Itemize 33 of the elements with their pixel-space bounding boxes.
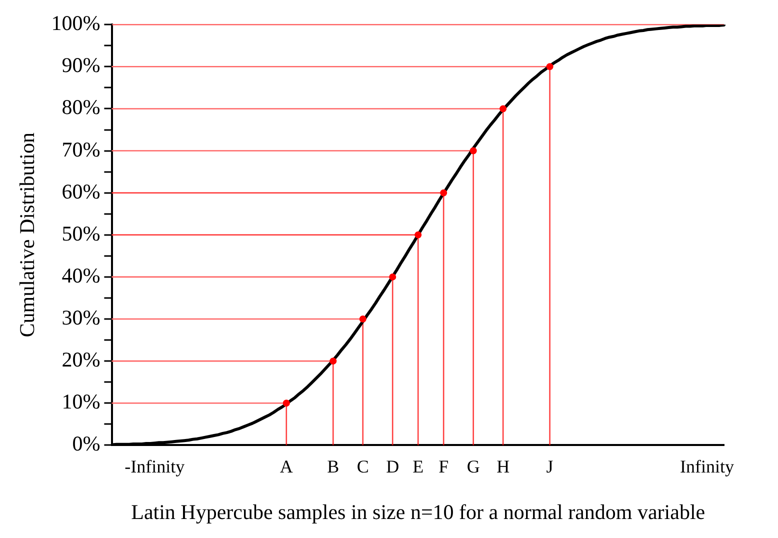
x-tick-label: F	[438, 456, 449, 477]
point	[470, 147, 477, 154]
x-tick-label: A	[280, 456, 293, 477]
y-axis-title: Cumulative Distribution	[15, 132, 40, 338]
x-tick-label: B	[327, 456, 340, 477]
y-tick-label: 90%	[62, 53, 100, 78]
y-tick-label: 10%	[62, 390, 100, 414]
point	[500, 105, 507, 112]
x-tick-label: H	[496, 456, 510, 477]
x-tick-label: E	[412, 456, 424, 477]
y-tick-label: 60%	[62, 179, 100, 204]
y-tick-label: 100%	[51, 11, 100, 36]
y-tick-label: 50%	[62, 221, 100, 246]
point	[546, 63, 554, 70]
x-tick-label: J	[546, 456, 554, 477]
x-tick-label: C	[356, 456, 369, 477]
x-tick-label: D	[386, 456, 400, 477]
point	[359, 316, 366, 323]
y-tick-label: 80%	[62, 95, 100, 120]
point	[330, 358, 337, 365]
x-tick-label: G	[466, 456, 480, 477]
point	[414, 231, 422, 238]
y-tick-label: 30%	[62, 306, 100, 330]
y-tick-label: 40%	[62, 263, 100, 288]
x-tick-label: -Infinity	[124, 456, 185, 477]
y-tick-label: 70%	[62, 137, 100, 162]
point	[282, 400, 290, 407]
y-tick-label: 0%	[72, 432, 100, 456]
x-axis-title: Latin Hypercube samples in size n=10 for a normal random variable	[131, 500, 706, 524]
y-tick-label: 20%	[62, 348, 100, 372]
point	[440, 189, 448, 196]
point	[389, 273, 396, 280]
x-tick-label: Infinity	[680, 456, 734, 477]
